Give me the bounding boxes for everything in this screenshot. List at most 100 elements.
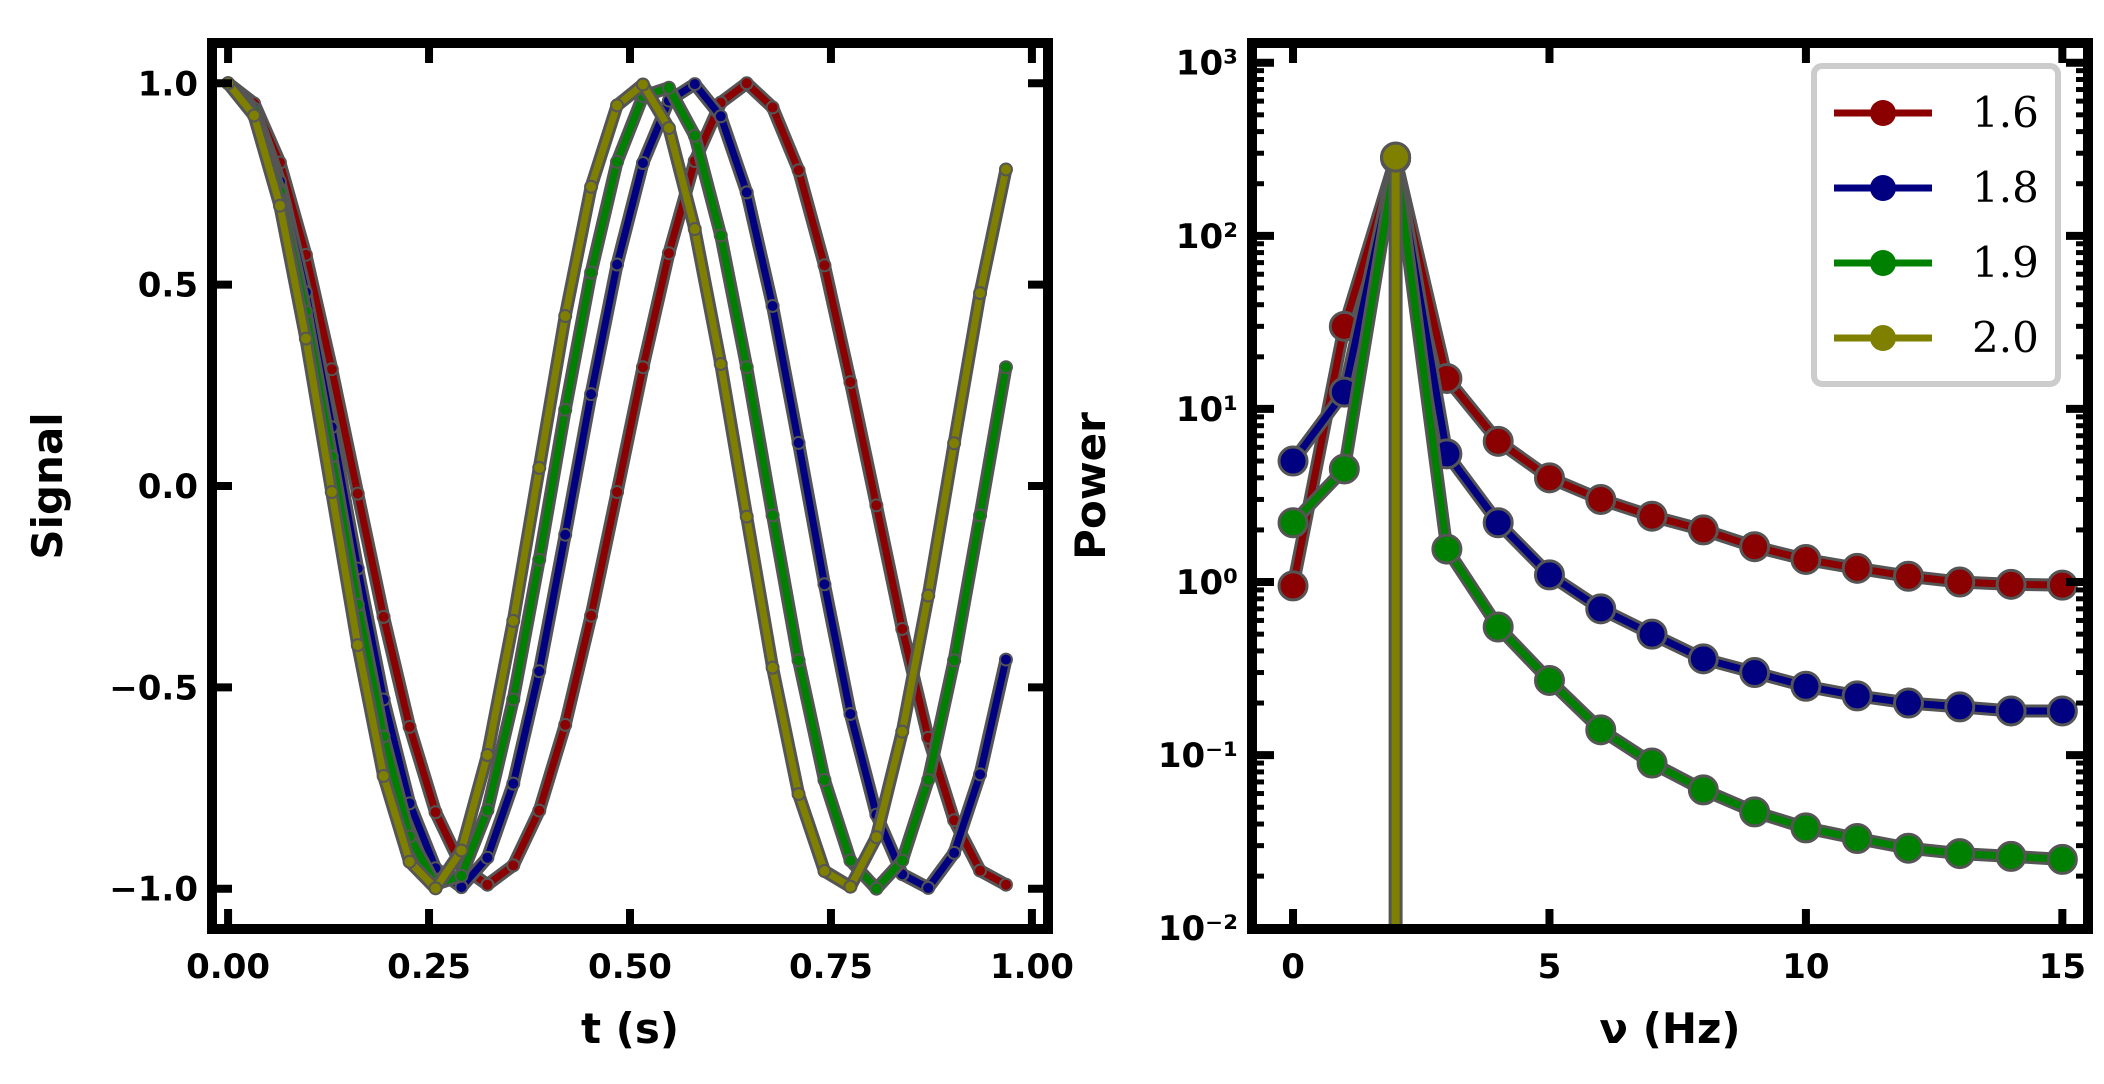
signal-point-1-8 xyxy=(635,156,650,171)
signal-point-1-9 xyxy=(558,402,573,417)
power-point-1-9 xyxy=(1892,832,1924,864)
power-point-1-8 xyxy=(1277,445,1309,477)
signal-y-tick-label: 0.0 xyxy=(138,467,198,507)
power-series-2-0 xyxy=(1380,141,1412,929)
signal-x-tick-label: 1.00 xyxy=(990,947,1074,987)
signal-point-1-8 xyxy=(765,298,780,313)
power-point-1-6 xyxy=(1790,543,1822,575)
legend-item-1-9: 1.9 xyxy=(1834,238,2039,287)
signal-point-2-0 xyxy=(791,787,806,802)
signal-point-1-8 xyxy=(973,767,988,782)
power-point-1-8 xyxy=(1687,643,1719,675)
power-point-1-9 xyxy=(1482,611,1514,643)
signal-point-1-9 xyxy=(506,692,521,707)
power-point-1-6 xyxy=(1687,514,1719,546)
signal-point-1-8 xyxy=(532,664,547,679)
power-point-1-9 xyxy=(1944,838,1976,870)
signal-point-2-0 xyxy=(973,286,988,301)
signal-point-1-6 xyxy=(506,858,521,873)
signal-point-2-0 xyxy=(298,331,313,346)
power-y-tick-label: 10¹ xyxy=(1176,390,1238,430)
signal-point-1-6 xyxy=(584,608,599,623)
signal-point-1-9 xyxy=(791,653,806,668)
signal-x-tick-labels: 0.00 0.25 0.50 0.75 1.00 xyxy=(186,947,1074,987)
signal-point-1-9 xyxy=(480,803,495,818)
legend-marker-1-8 xyxy=(1870,175,1896,201)
power-point-1-8 xyxy=(1892,687,1924,719)
legend-label-1-8: 1.8 xyxy=(1972,163,2039,212)
signal-point-1-8 xyxy=(687,77,702,92)
power-ticks xyxy=(1252,43,2088,933)
signal-point-1-6 xyxy=(791,163,806,178)
power-y-tick-label: 10⁻² xyxy=(1158,909,1238,949)
signal-point-2-0 xyxy=(817,864,832,879)
signal-point-1-8 xyxy=(739,185,754,200)
legend-marker-2-0 xyxy=(1870,325,1896,351)
power-point-1-9 xyxy=(1739,796,1771,828)
signal-point-1-9 xyxy=(973,508,988,523)
power-x-tick-label: 15 xyxy=(2039,947,2086,987)
signal-point-1-8 xyxy=(921,880,936,895)
signal-y-tick-label: −0.5 xyxy=(109,668,198,708)
signal-point-1-8 xyxy=(817,577,832,592)
power-plot-area xyxy=(1277,141,2078,929)
signal-point-1-6 xyxy=(402,719,417,734)
signal-point-1-8 xyxy=(480,850,495,865)
legend-marker-1-6 xyxy=(1870,100,1896,126)
power-series-1-9 xyxy=(1277,142,2078,875)
power-x-tick-label: 0 xyxy=(1281,947,1305,987)
power-point-1-6 xyxy=(1636,500,1668,532)
power-y-tick-label: 10² xyxy=(1176,217,1238,257)
signal-point-1-8 xyxy=(558,527,573,542)
signal-point-1-6 xyxy=(843,375,858,390)
signal-point-2-0 xyxy=(635,77,650,92)
signal-y-tick-labels: 1.0 0.5 0.0 −0.5 −1.0 xyxy=(109,64,198,909)
signal-point-2-0 xyxy=(402,854,417,869)
signal-point-2-0 xyxy=(998,162,1013,177)
signal-point-1-6 xyxy=(869,498,884,513)
signal-point-2-0 xyxy=(428,881,443,896)
legend-label-2-0: 2.0 xyxy=(1972,313,2039,362)
signal-point-1-8 xyxy=(584,387,599,402)
signal-point-1-9 xyxy=(713,228,728,243)
signal-point-2-0 xyxy=(350,638,365,653)
power-point-1-9 xyxy=(1277,507,1309,539)
power-point-1-8 xyxy=(1739,657,1771,689)
signal-point-1-6 xyxy=(376,609,391,624)
power-x-tick-label: 10 xyxy=(1782,947,1829,987)
signal-point-1-9 xyxy=(998,360,1013,375)
signal-point-2-0 xyxy=(376,768,391,783)
signal-point-1-6 xyxy=(635,360,650,375)
signal-point-1-8 xyxy=(998,652,1013,667)
signal-point-1-6 xyxy=(739,76,754,91)
power-point-1-6 xyxy=(1277,570,1309,602)
power-point-1-9 xyxy=(1995,840,2027,872)
signal-point-2-0 xyxy=(947,436,962,451)
power-point-1-9 xyxy=(1431,533,1463,565)
power-point-1-8 xyxy=(1533,559,1565,591)
signal-ticks xyxy=(212,43,1048,929)
signal-point-1-9 xyxy=(454,868,469,883)
signal-point-1-6 xyxy=(817,258,832,273)
power-point-2-0 xyxy=(1380,141,1412,173)
signal-series-2-0 xyxy=(221,76,1013,896)
power-point-1-9 xyxy=(1328,453,1360,485)
signal-y-tick-label: −1.0 xyxy=(109,870,198,910)
signal-point-2-0 xyxy=(739,509,754,524)
signal-x-tick-label: 0.75 xyxy=(789,947,873,987)
signal-x-tick-label: 0.25 xyxy=(387,947,471,987)
signal-point-2-0 xyxy=(869,830,884,845)
legend-item-2-0: 2.0 xyxy=(1834,313,2039,362)
signal-point-2-0 xyxy=(247,108,262,123)
signal-plot-area xyxy=(221,76,1013,896)
power-point-1-6 xyxy=(1995,568,2027,600)
signal-point-2-0 xyxy=(687,222,702,237)
signal-point-2-0 xyxy=(324,485,339,500)
signal-point-1-6 xyxy=(428,805,443,820)
legend-item-1-8: 1.8 xyxy=(1834,163,2039,212)
power-panel: 0 5 10 15 10⁻² 10⁻¹ 10⁰ 10¹ 10² 10³ ν (Hz) Power… xyxy=(1066,38,2093,1053)
signal-point-1-8 xyxy=(947,845,962,860)
signal-point-1-6 xyxy=(765,100,780,115)
signal-point-2-0 xyxy=(765,660,780,675)
